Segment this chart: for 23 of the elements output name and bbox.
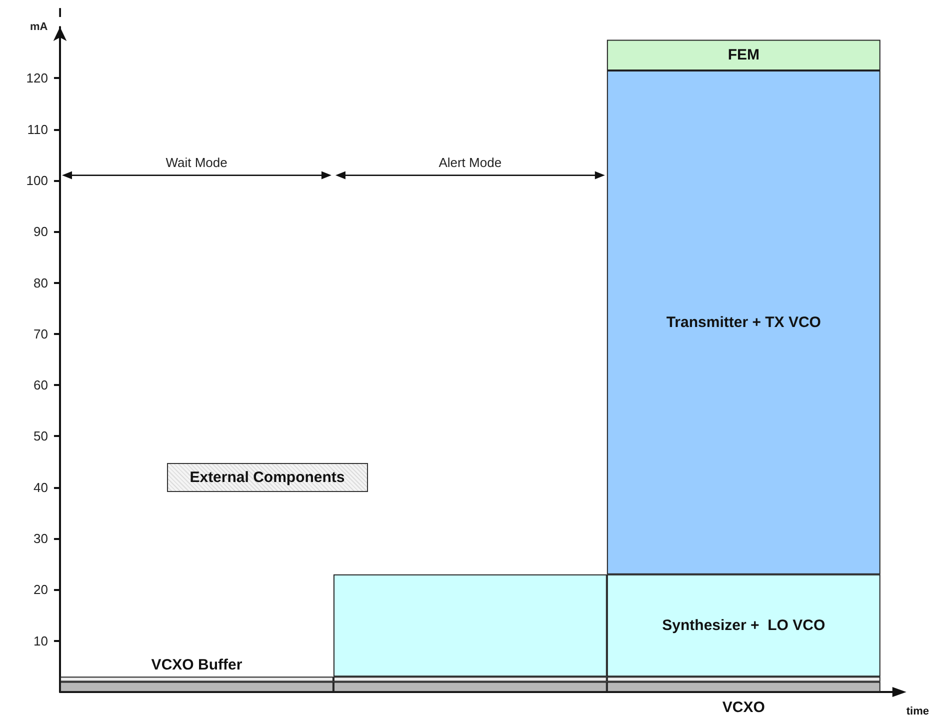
x-axis-title: time [906,706,930,717]
y-tick-label: 100 [26,172,48,188]
annotation: Wait Mode [166,155,228,170]
y-tick-label: 40 [34,480,48,495]
series-label: VCXO [722,699,766,716]
y-tick-label: 30 [34,531,48,546]
y-tick-label: 60 [34,378,48,393]
y-tick-label: 70 [34,326,48,342]
series-label: FEM [728,46,760,64]
annotation: Alert Mode [438,155,502,170]
y-tick-label: 90 [34,224,48,240]
y-tick-label: 80 [34,275,48,290]
series-label: Transmitter + TX VCO [666,314,822,331]
y-tick-label: 20 [34,582,48,598]
y-tick-label: 110 [27,122,48,137]
y-axis-title: I [58,5,62,20]
annotation: External Components [166,462,368,492]
series-label: Synthesizer + LO VCO [662,617,826,634]
y-tick-label: 50 [34,428,48,444]
y-tick-label: 10 [34,633,48,648]
y-tick-label: 120 [26,70,48,86]
text: mA [30,21,48,33]
series-label: VCXO Buffer [151,656,242,674]
